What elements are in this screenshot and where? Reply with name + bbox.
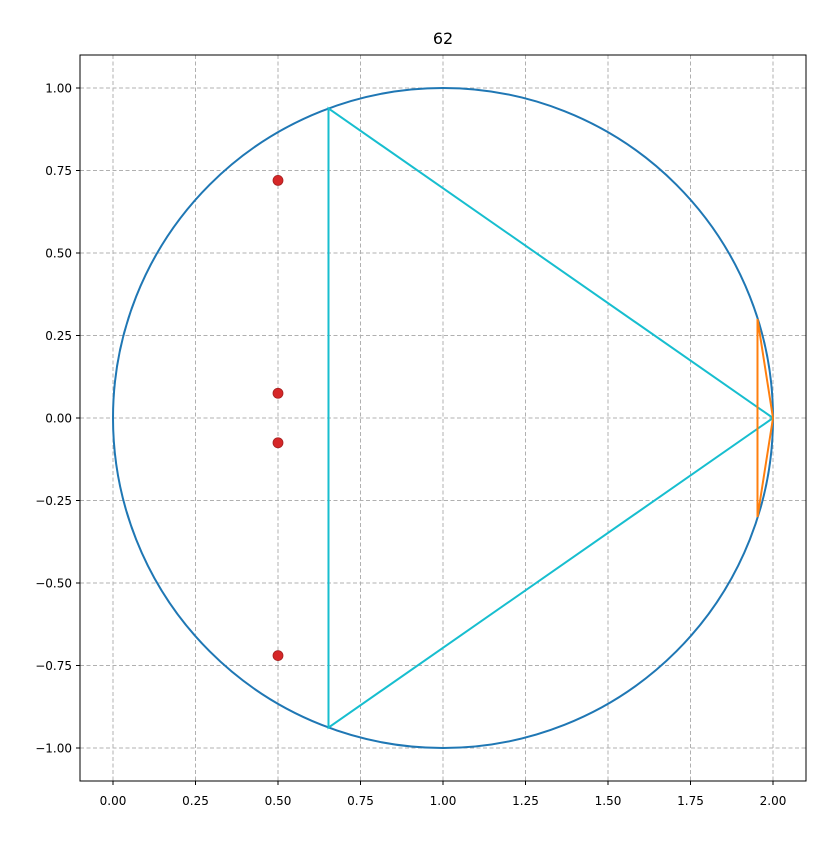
- x-tick-label: 0.00: [100, 794, 127, 808]
- y-tick-label: −0.50: [35, 577, 72, 591]
- chart-title: 62: [433, 29, 453, 48]
- y-tick-label: 0.00: [45, 412, 72, 426]
- y-tick-label: 1.00: [45, 82, 72, 96]
- y-tick-label: −0.75: [35, 659, 72, 673]
- y-tick-label: −1.00: [35, 742, 72, 756]
- ticks: 0.00 0.25 0.50 0.75 1.00 1.25 1.50 1.75 2.00 1.00…: [35, 82, 786, 809]
- y-tick-label: 0.25: [45, 329, 72, 343]
- x-tick-label: 1.50: [595, 794, 622, 808]
- x-tick-label: 0.75: [347, 794, 374, 808]
- x-tick-label: 1.75: [677, 794, 704, 808]
- grid: [80, 55, 806, 781]
- scatter-point: [272, 650, 284, 661]
- y-tick-label: −0.25: [35, 494, 72, 508]
- x-tick-label: 0.50: [265, 794, 292, 808]
- triangle-series-1: [327, 106, 774, 730]
- x-tick-label: 0.25: [182, 794, 209, 808]
- scatter-point: [272, 437, 284, 449]
- x-tick-label: 1.25: [512, 794, 539, 808]
- x-tick-label: 2.00: [760, 794, 787, 808]
- data-layer: [112, 87, 774, 749]
- scatter-point: [272, 387, 284, 399]
- x-tick-label: 1.00: [430, 794, 457, 808]
- y-tick-label: 0.50: [45, 247, 72, 261]
- y-tick-label: 0.75: [45, 164, 72, 178]
- scatter-point: [272, 174, 284, 186]
- triangle-series-2: [756, 318, 774, 518]
